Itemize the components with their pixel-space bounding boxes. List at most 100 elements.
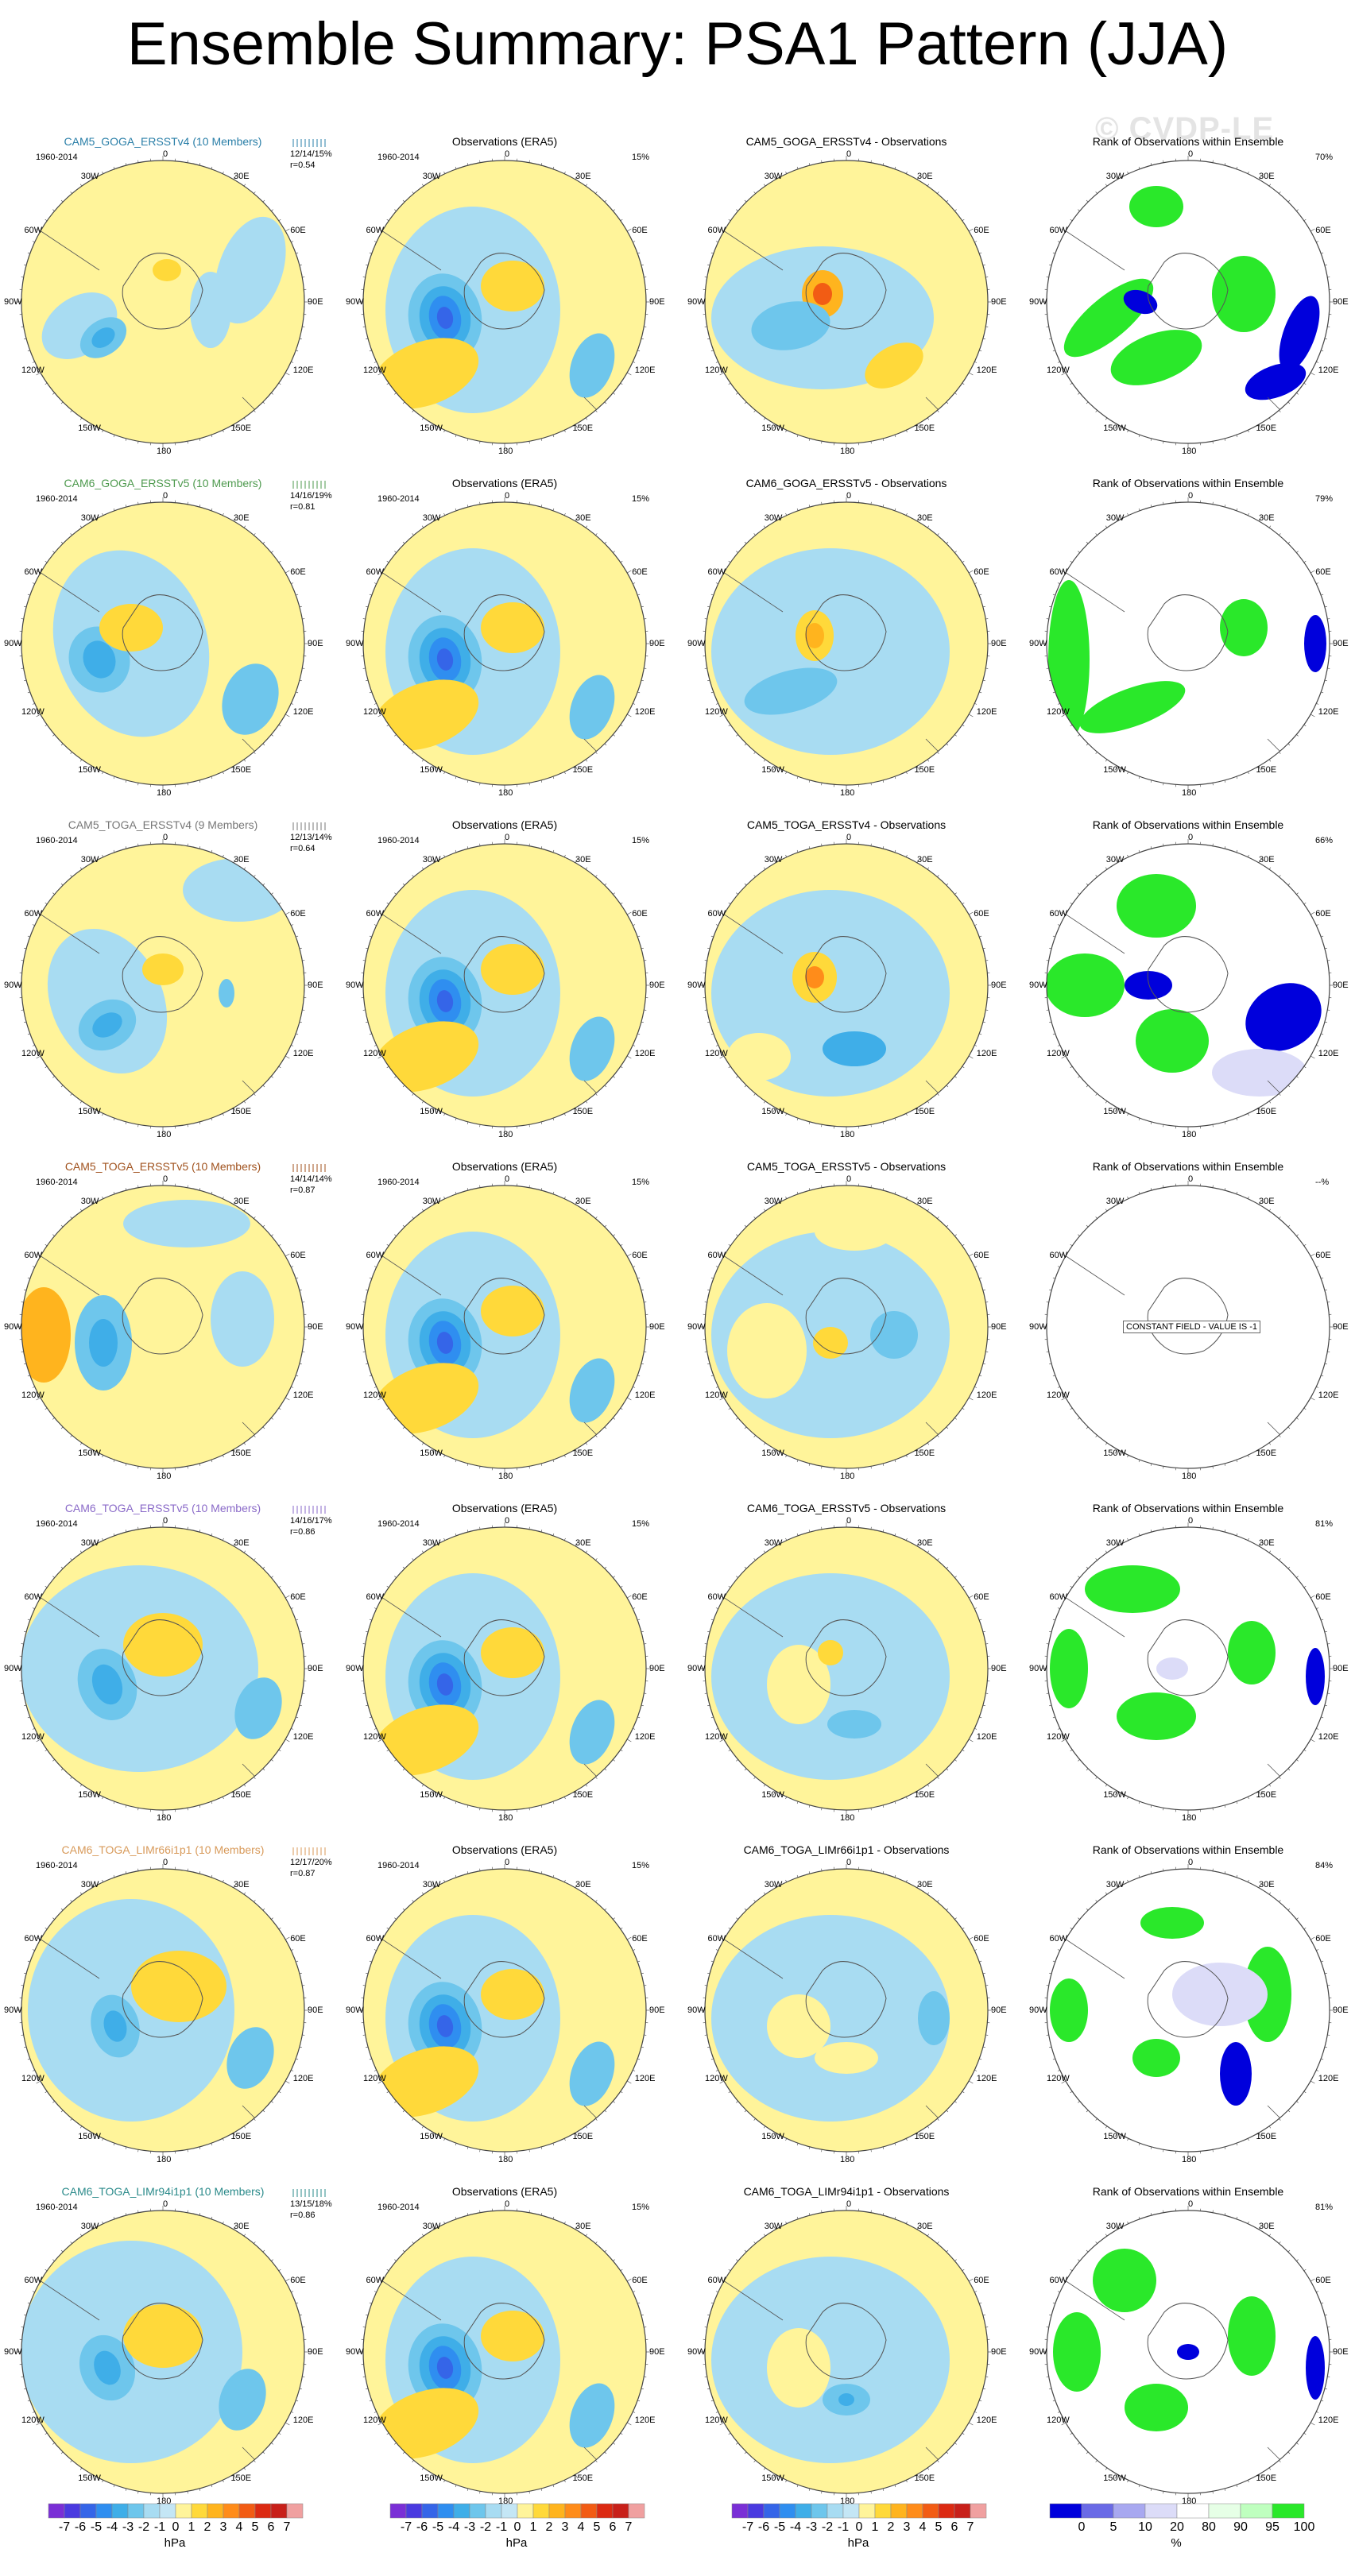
- map-axis-label: 150E: [914, 765, 935, 776]
- colorbar-tick: -4: [106, 2520, 118, 2534]
- map-axis-label: 180: [157, 1813, 172, 1823]
- map-axis-label: 60W: [707, 2275, 726, 2285]
- diff-title: CAM5_TOGA_ERSSTv4 - Observations: [746, 818, 947, 831]
- map-axis-label: 60W: [1049, 2275, 1068, 2285]
- map-axis-label: 150W: [78, 765, 101, 776]
- obs-map: [358, 1522, 651, 1815]
- colorbar-swatch: [389, 2503, 407, 2519]
- map-axis-label: 90W: [346, 981, 364, 990]
- obs-map: [358, 1181, 651, 1473]
- map-axis-label: 60W: [24, 1933, 43, 1944]
- map-axis-label: 30E: [1259, 1538, 1275, 1549]
- pattern-correlation: r=0.87: [290, 1186, 316, 1195]
- colorbar-swatch: [1113, 2503, 1146, 2519]
- map-axis-label: 120E: [1318, 2415, 1339, 2426]
- contour-region: [815, 2042, 878, 2074]
- colorbar-swatch: [890, 2503, 908, 2519]
- colorbar-swatch: [954, 2503, 971, 2519]
- map-axis-label: 60W: [24, 908, 43, 919]
- map-axis-label: 0: [505, 1174, 510, 1184]
- pattern-correlation: r=0.54: [290, 161, 316, 170]
- contour-region: [1279, 296, 1320, 372]
- map-axis-label: 90W: [4, 2347, 22, 2357]
- colorbar-tick: 2: [545, 2520, 553, 2534]
- map-axis-label: 30E: [1259, 513, 1275, 524]
- map-axis-label: 60W: [1049, 567, 1068, 577]
- map-axis-label: 120E: [634, 366, 656, 376]
- colorbar-tick: 100: [1293, 2520, 1315, 2534]
- map-axis-label: 120W: [705, 1732, 728, 1742]
- contour-region: [818, 1640, 843, 1665]
- map-axis-label: 60E: [290, 1933, 306, 1944]
- map-axis-label: 90E: [1333, 2005, 1349, 2015]
- map-axis-label: 60W: [366, 908, 385, 919]
- map-axis-label: 60E: [290, 908, 306, 919]
- colorbar-tick: -7: [741, 2520, 754, 2534]
- contour-region: [767, 1645, 830, 1724]
- contour-region: [1110, 330, 1202, 385]
- colorbar-swatch: [517, 2503, 534, 2519]
- map-axis-label: 60E: [1315, 225, 1331, 235]
- map-axis-label: 120E: [634, 1732, 656, 1742]
- map-axis-label: 180: [840, 788, 855, 798]
- period-label: 1960-2014: [377, 836, 420, 845]
- contour-region: [1306, 1648, 1325, 1705]
- map-axis-label: 150W: [1103, 765, 1126, 776]
- contour-region: [827, 1710, 881, 1739]
- colorbar-swatch: [127, 2503, 145, 2519]
- contour-region: [92, 1012, 122, 1038]
- colorbar-swatch: [1144, 2503, 1178, 2519]
- map-axis-label: 30E: [917, 855, 933, 865]
- colorbar-tick: 0: [513, 2520, 521, 2534]
- map-axis-label: 180: [157, 2155, 172, 2164]
- map-axis-label: 60W: [366, 1592, 385, 1602]
- map-axis-label: 90W: [1029, 1322, 1047, 1332]
- map-axis-label: 150E: [230, 1790, 252, 1800]
- map-axis-label: 120E: [1318, 366, 1339, 376]
- contour-region: [147, 1287, 195, 1335]
- map-axis-label: 150E: [914, 1107, 935, 1117]
- colorbar-swatch: [501, 2503, 518, 2519]
- contour-region: [83, 640, 116, 679]
- map-axis-label: 60W: [707, 225, 726, 235]
- map-axis-label: 150E: [1256, 765, 1277, 776]
- contour-region: [1123, 289, 1158, 315]
- map-axis-label: 180: [1182, 447, 1197, 456]
- map-axis-label: 60E: [632, 1592, 648, 1602]
- period-label: 1960-2014: [36, 1519, 78, 1529]
- map-axis-label: 150W: [1103, 2132, 1126, 2142]
- map-axis-label: 30E: [575, 2222, 591, 2232]
- colorbar-swatch: [1240, 2503, 1273, 2519]
- map-axis-label: 60E: [974, 2275, 989, 2285]
- colorbar-swatch: [1176, 2503, 1210, 2519]
- colorbar-swatch: [1272, 2503, 1305, 2519]
- period-label: 1960-2014: [36, 1178, 78, 1187]
- colorbar-tick: 1: [529, 2520, 537, 2534]
- map-axis-label: 180: [498, 1813, 513, 1823]
- ensemble-map: [17, 839, 309, 1131]
- map-axis-label: 0: [846, 149, 852, 159]
- colorbar-diff: [731, 2503, 987, 2519]
- antarctica-coastline: [122, 253, 203, 330]
- contour-region: [1177, 2344, 1199, 2360]
- colorbar-unit: hPa: [164, 2536, 186, 2550]
- map-axis-label: 30W: [422, 172, 441, 182]
- map-axis-label: 30W: [422, 855, 441, 865]
- map-axis-label: 30E: [1259, 2222, 1275, 2232]
- contour-region: [123, 2304, 203, 2368]
- colorbar-swatch: [906, 2503, 923, 2519]
- map-axis-label: 150E: [914, 1790, 935, 1800]
- colorbar-swatch: [564, 2503, 582, 2519]
- colorbar-obs: [389, 2503, 645, 2519]
- map-axis-label: 60W: [24, 2275, 43, 2285]
- obs-title: Observations (ERA5): [451, 477, 558, 489]
- map-axis-label: 150E: [230, 424, 252, 434]
- obs-map: [358, 156, 651, 448]
- contour-region: [1140, 1907, 1204, 1939]
- map-axis-label: 30W: [1105, 1538, 1125, 1549]
- diff-map: [700, 156, 993, 448]
- rank-pct: 81%: [1315, 2203, 1334, 2212]
- antarctica-coastline: [122, 2303, 203, 2380]
- map-axis-label: 90E: [308, 639, 323, 648]
- map-axis-label: 120E: [1318, 1390, 1339, 1401]
